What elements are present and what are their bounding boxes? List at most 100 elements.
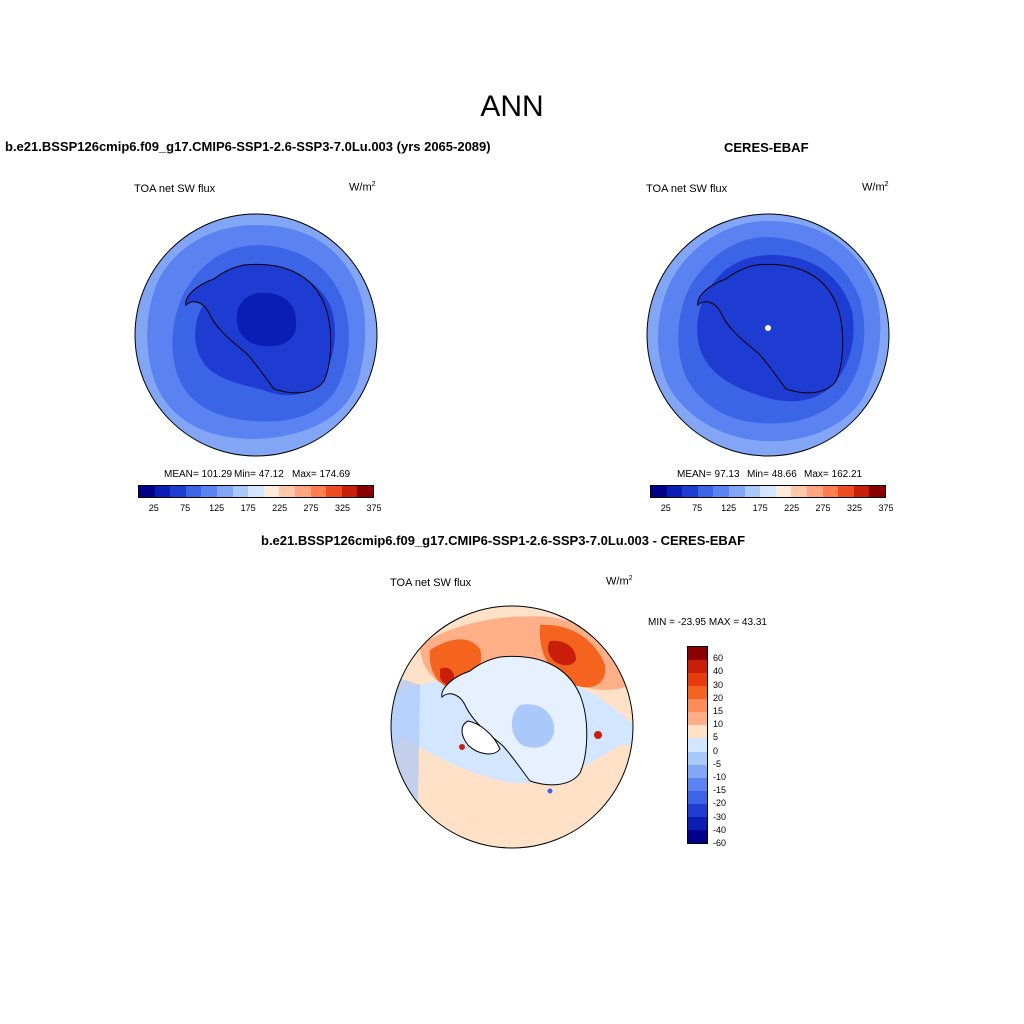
colorbar-swatch xyxy=(294,486,311,497)
colorbar-swatch xyxy=(201,486,217,497)
panel1-stats-min: Min= 47.12 xyxy=(234,469,284,480)
panel3-polar-map xyxy=(390,605,634,849)
panel3-variable-label: TOA net SW flux xyxy=(390,577,472,589)
colorbar-tick-label: -30 xyxy=(713,811,727,822)
colorbar-swatch xyxy=(688,777,707,791)
colorbar-tick-label: 25 xyxy=(148,503,159,513)
colorbar-swatch xyxy=(688,803,707,817)
colorbar-tick-label: 175 xyxy=(240,503,256,513)
panel2-colorbar xyxy=(650,485,886,498)
colorbar-tick-label: 375 xyxy=(366,503,382,513)
panel3-units: W/m2 xyxy=(606,575,633,588)
colorbar-swatch xyxy=(688,647,707,661)
panel3-colorbar-ticks: 60 40 30 20 15 10 5 0 -5 -10 -15 -20 -30 -40 -60 xyxy=(713,646,753,848)
colorbar-swatch xyxy=(806,486,823,497)
colorbar-swatch xyxy=(791,486,807,497)
colorbar-swatch xyxy=(216,486,233,497)
colorbar-swatch xyxy=(651,486,667,497)
colorbar-tick-label: 125 xyxy=(209,503,225,513)
colorbar-tick-label: 5 xyxy=(713,732,719,743)
colorbar-swatch xyxy=(688,764,707,778)
panel1-polar-map xyxy=(134,213,378,457)
colorbar-swatch xyxy=(232,486,249,497)
colorbar-swatch xyxy=(263,486,280,497)
colorbar-tick-label: 25 xyxy=(660,503,671,513)
panel3-title: b.e21.BSSP126cmip6.f09_g17.CMIP6-SSP1-2.… xyxy=(261,533,746,548)
colorbar-tick-label: 75 xyxy=(180,503,191,513)
colorbar-swatch xyxy=(688,712,707,726)
colorbar-tick-label: 20 xyxy=(713,692,724,703)
colorbar-tick-label: -40 xyxy=(713,824,727,835)
colorbar-tick-label: 30 xyxy=(713,679,724,690)
colorbar-swatch xyxy=(688,790,707,804)
colorbar-tick-label: 10 xyxy=(713,719,724,730)
panel1-colorbar-ticks: 25 75 125 175 225 275 325 375 xyxy=(138,503,382,515)
colorbar-tick-label: 375 xyxy=(878,503,894,513)
colorbar-tick-label: -5 xyxy=(713,758,722,769)
colorbar-swatch xyxy=(688,699,707,713)
colorbar-tick-label: 275 xyxy=(303,503,319,513)
colorbar-tick-label: 75 xyxy=(692,503,703,513)
colorbar-swatch xyxy=(822,486,839,497)
panel2-title: CERES-EBAF xyxy=(724,140,809,155)
colorbar-tick-label: -20 xyxy=(713,798,727,809)
colorbar-swatch xyxy=(853,486,870,497)
colorbar-swatch xyxy=(310,486,327,497)
colorbar-swatch xyxy=(838,486,854,497)
colorbar-swatch xyxy=(869,486,885,497)
panel2-units: W/m2 xyxy=(862,181,889,194)
colorbar-tick-label: -10 xyxy=(713,772,727,782)
panel1-stats-max: Max= 174.69 xyxy=(292,469,351,480)
colorbar-swatch xyxy=(185,486,202,497)
colorbar-tick-label: 125 xyxy=(721,503,737,513)
colorbar-swatch xyxy=(341,486,358,497)
colorbar-swatch xyxy=(713,486,729,497)
colorbar-tick-label: 60 xyxy=(713,653,724,664)
colorbar-swatch xyxy=(248,486,264,497)
colorbar-swatch xyxy=(688,816,707,830)
colorbar-swatch xyxy=(688,751,707,765)
colorbar-swatch xyxy=(139,486,155,497)
colorbar-tick-label: -60 xyxy=(713,838,727,848)
colorbar-swatch xyxy=(775,486,792,497)
panel1-title: b.e21.BSSP126cmip6.f09_g17.CMIP6-SSP1-2.… xyxy=(5,139,491,154)
panel1-variable-label: TOA net SW flux xyxy=(134,183,216,195)
colorbar-tick-label: 0 xyxy=(713,745,719,756)
panel1-units: W/m2 xyxy=(349,181,376,194)
panel3-stats-minmax: MIN = -23.95 MAX = 43.31 xyxy=(648,617,767,628)
colorbar-swatch xyxy=(666,486,683,497)
colorbar-swatch xyxy=(744,486,761,497)
panel2-variable-label: TOA net SW flux xyxy=(646,183,728,195)
panel1-stats-mean: MEAN= 101.29 xyxy=(164,469,233,480)
colorbar-tick-label: 275 xyxy=(815,503,831,513)
colorbar-tick-label: 40 xyxy=(713,666,724,677)
colorbar-tick-label: 175 xyxy=(752,503,768,513)
panel2-stats-min: Min= 48.66 xyxy=(747,469,797,480)
colorbar-swatch xyxy=(326,486,342,497)
colorbar-tick-label: 325 xyxy=(335,503,351,513)
colorbar-swatch xyxy=(688,829,707,843)
colorbar-tick-label: 225 xyxy=(272,503,288,513)
colorbar-tick-label: -15 xyxy=(713,785,727,796)
panel2-stats-max: Max= 162.21 xyxy=(804,469,863,480)
colorbar-swatch xyxy=(357,486,373,497)
main-title: ANN xyxy=(480,90,544,123)
colorbar-swatch xyxy=(688,738,707,752)
colorbar-swatch xyxy=(688,673,707,687)
colorbar-tick-label: 325 xyxy=(847,503,863,513)
colorbar-tick-label: 225 xyxy=(784,503,800,513)
panel2-colorbar-ticks: 25 75 125 175 225 275 325 375 xyxy=(650,503,894,515)
panel2-polar-map xyxy=(646,213,890,457)
colorbar-swatch xyxy=(697,486,714,497)
colorbar-swatch xyxy=(279,486,295,497)
colorbar-swatch xyxy=(682,486,698,497)
colorbar-swatch xyxy=(688,686,707,700)
colorbar-swatch xyxy=(728,486,745,497)
colorbar-swatch xyxy=(760,486,776,497)
colorbar-swatch xyxy=(170,486,186,497)
panel1-colorbar xyxy=(138,485,374,498)
colorbar-swatch xyxy=(154,486,171,497)
colorbar-swatch xyxy=(688,660,707,674)
panel3-colorbar xyxy=(687,646,708,844)
panel2-stats-mean: MEAN= 97.13 xyxy=(677,469,740,480)
